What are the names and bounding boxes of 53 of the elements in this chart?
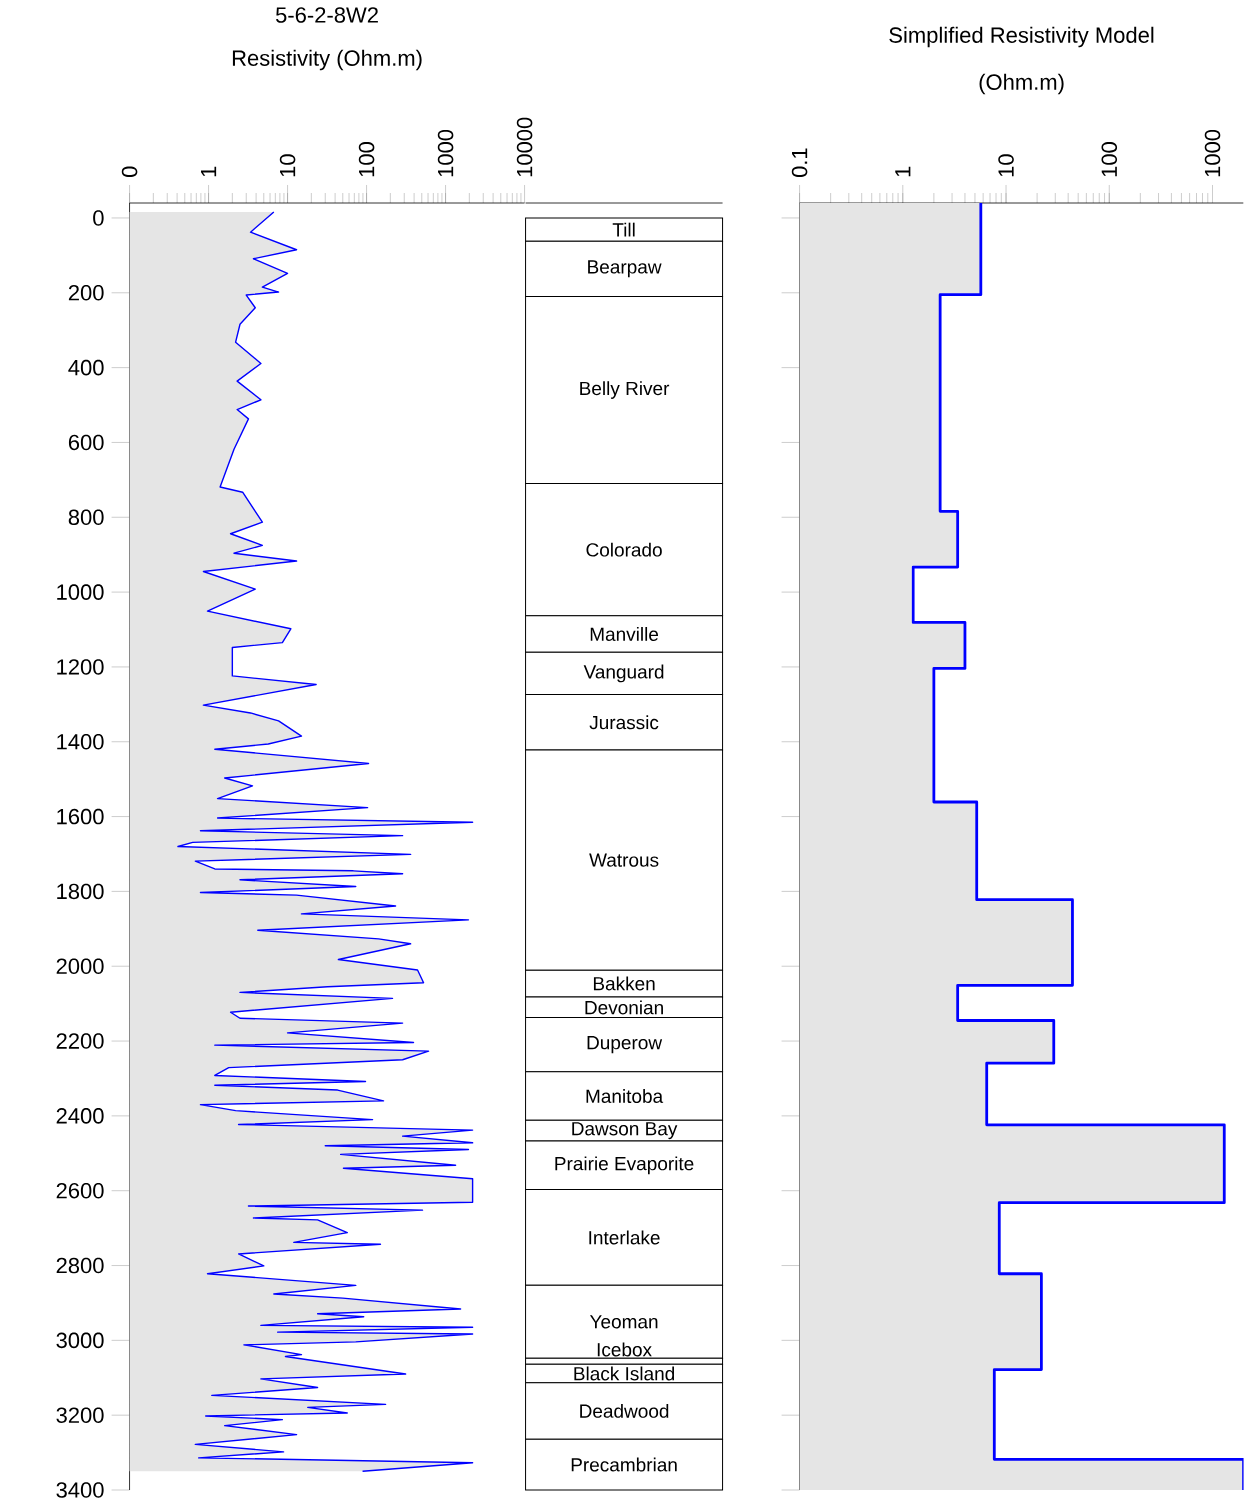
y-tick-label: 2200 [56, 1033, 104, 1049]
series-label: Precambrian [571, 1457, 677, 1472]
series-label: Black Island [574, 1366, 675, 1381]
x-axis-title: (Ohm.m) [979, 73, 1064, 95]
x-axis-title: Resistivity (Ohm.m) [233, 49, 422, 71]
y-tick-label: 0 [93, 210, 104, 226]
series-label: Yeoman [590, 1315, 658, 1329]
series-label: Watrous [589, 853, 659, 867]
y-tick-label: 2000 [56, 958, 104, 975]
y-tick-label: 1800 [57, 883, 104, 900]
series-label: Bakken [594, 976, 655, 991]
x-tick-label: 1 [201, 166, 217, 177]
series-label: Till [612, 222, 635, 237]
y-tick-label: 1600 [57, 808, 104, 825]
series-label: Manitoba [586, 1089, 664, 1104]
series-label: Manville [591, 627, 659, 641]
y-tick-label: 1200 [57, 659, 104, 675]
series-label: Prairie Evaporite [555, 1156, 694, 1175]
series-label: Duperow [587, 1036, 663, 1054]
y-tick-label: 200 [69, 285, 104, 301]
x-tick-label: 0.1 [792, 148, 808, 178]
series-label: Deadwood [580, 1403, 669, 1418]
x-tick-label: 10 [280, 154, 296, 177]
y-tick-label: 400 [68, 359, 104, 376]
x-tick-label: 1000 [438, 129, 454, 177]
x-tick-label: 0 [122, 166, 138, 178]
chart-title: Simplified Resistivity Model [889, 26, 1154, 48]
y-tick-label: 1400 [57, 733, 104, 750]
series-label: Vanguard [583, 664, 664, 683]
series-label: Bearpaw [588, 260, 662, 278]
x-tick-label: 100 [1101, 142, 1118, 177]
y-tick-label: 3000 [56, 1332, 104, 1349]
x-tick-label: 100 [359, 142, 375, 177]
y-tick-label: 2400 [56, 1108, 104, 1124]
x-tick-label: 1 [895, 166, 911, 177]
y-tick-label: 2800 [56, 1257, 104, 1274]
x-tick-label: 1000 [1204, 129, 1221, 177]
y-tick-label: 3400 [56, 1482, 104, 1498]
series-label: Belly River [580, 381, 670, 399]
y-tick-label: 2600 [56, 1182, 104, 1199]
series-label: Icebox [598, 1342, 653, 1357]
y-tick-label: 1000 [57, 584, 104, 600]
x-tick-label: 10 [998, 154, 1015, 177]
y-tick-label: 800 [68, 509, 104, 526]
series-label: Dawson Bay [572, 1122, 678, 1140]
series-label: Interlake [589, 1230, 660, 1245]
series-label: Devonian [585, 1000, 664, 1015]
y-tick-label: 3200 [56, 1407, 104, 1423]
series-label: Jurassic [589, 715, 659, 730]
chart-title: 5-6-2-8W2 [276, 7, 379, 23]
series-label: Colorado [586, 542, 663, 557]
x-tick-label: 10000 [517, 117, 533, 177]
y-tick-label: 600 [69, 434, 104, 451]
